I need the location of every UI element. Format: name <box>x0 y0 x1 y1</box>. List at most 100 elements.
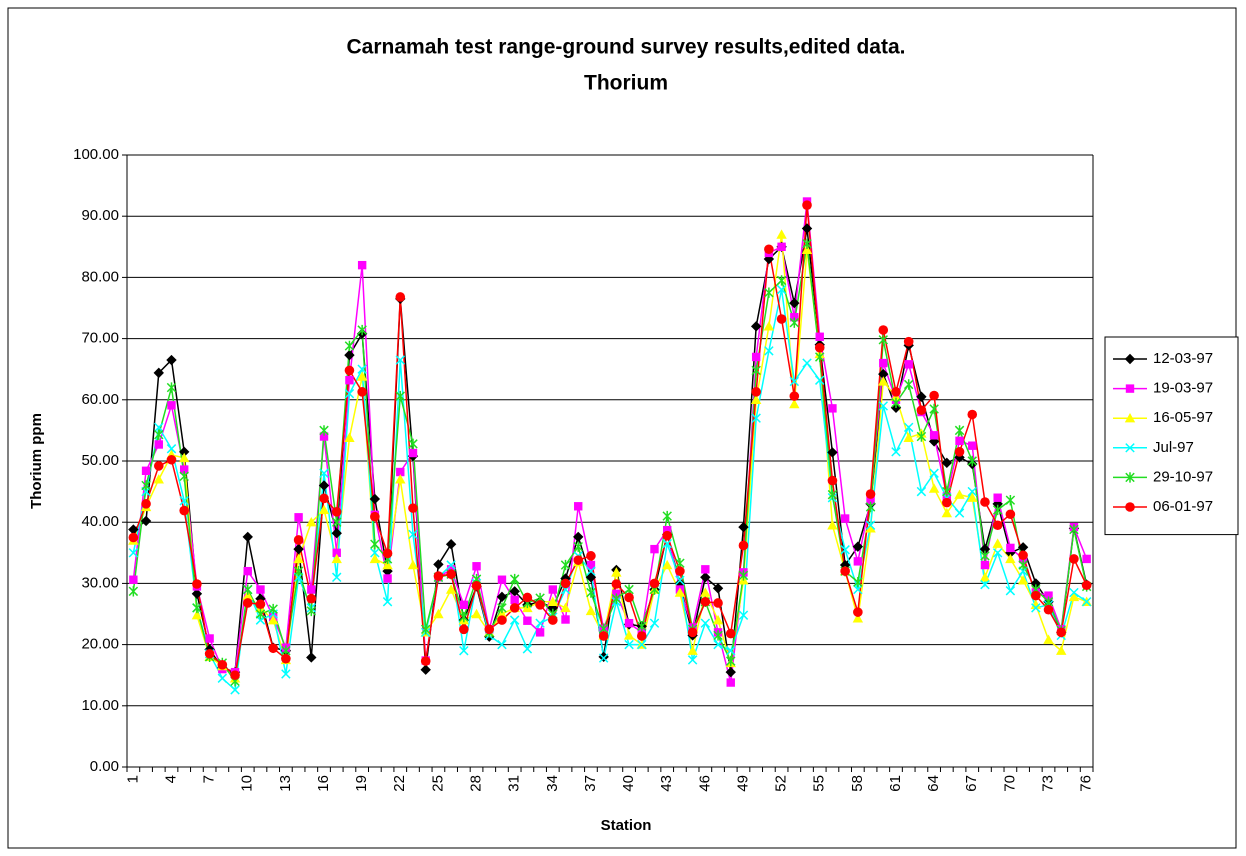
data-point <box>497 575 507 584</box>
data-point <box>968 441 977 450</box>
data-point <box>408 448 418 458</box>
data-point <box>242 531 253 543</box>
y-tick-label: 50.00 <box>81 452 119 469</box>
data-point <box>1043 634 1054 644</box>
data-point <box>243 566 252 576</box>
x-tick-label: 73 <box>1039 775 1056 792</box>
data-point <box>763 321 775 331</box>
data-point <box>967 486 977 497</box>
data-point <box>396 467 405 477</box>
data-point <box>154 422 164 433</box>
data-point <box>1068 591 1080 602</box>
data-point <box>674 578 686 589</box>
data-point <box>687 645 698 655</box>
data-point <box>420 664 431 675</box>
data-point <box>433 559 444 570</box>
data-point <box>1005 494 1016 506</box>
data-point <box>815 332 824 341</box>
data-point <box>128 532 139 543</box>
legend-symbol <box>1125 443 1135 453</box>
data-point <box>560 602 571 613</box>
data-point <box>281 669 291 679</box>
data-point <box>293 535 304 545</box>
data-point <box>548 585 558 594</box>
x-tick-label: 25 <box>429 775 446 792</box>
data-point <box>307 585 316 594</box>
data-point <box>153 367 164 379</box>
data-point <box>395 292 406 302</box>
data-point <box>637 621 647 632</box>
data-point <box>433 608 444 619</box>
data-point <box>408 438 418 450</box>
data-point <box>166 444 177 454</box>
x-tick-label: 40 <box>620 775 637 792</box>
data-point <box>980 497 990 507</box>
data-point <box>954 508 965 518</box>
data-point <box>344 340 355 352</box>
data-point <box>167 401 176 410</box>
data-point <box>153 461 164 471</box>
data-point <box>624 618 634 628</box>
x-tick-label: 61 <box>887 775 904 792</box>
data-point <box>204 648 215 659</box>
data-point <box>332 548 341 557</box>
data-point <box>395 355 406 365</box>
legend-symbol <box>1124 353 1136 365</box>
data-point <box>751 365 761 376</box>
data-point <box>789 391 800 401</box>
data-point <box>750 321 762 332</box>
data-point <box>853 576 863 588</box>
data-point <box>370 548 380 558</box>
data-point <box>840 514 850 523</box>
data-point <box>624 592 634 603</box>
data-point <box>496 591 508 603</box>
data-point <box>255 599 266 610</box>
data-point <box>598 631 609 641</box>
data-point <box>776 275 787 286</box>
data-point <box>293 543 304 555</box>
data-point <box>318 504 330 515</box>
data-point <box>357 387 367 397</box>
data-point <box>801 244 813 255</box>
data-point <box>992 520 1003 531</box>
data-point <box>306 605 317 617</box>
data-point <box>865 523 876 533</box>
data-point <box>1082 554 1091 564</box>
data-point <box>611 567 622 577</box>
legend-label: Jul-97 <box>1153 439 1194 456</box>
legend-label: 16-05-97 <box>1153 409 1213 426</box>
data-point <box>178 446 190 458</box>
data-point <box>1030 599 1042 610</box>
data-point <box>878 325 889 335</box>
data-point <box>789 376 800 387</box>
data-point <box>878 334 889 346</box>
data-point <box>523 616 532 625</box>
data-point <box>459 611 469 623</box>
y-tick-label: 30.00 <box>81 574 119 591</box>
data-point <box>255 608 266 620</box>
data-point <box>903 379 914 390</box>
data-point <box>979 572 991 582</box>
data-point <box>611 579 622 589</box>
x-tick-label: 37 <box>582 775 599 792</box>
data-point <box>1018 550 1028 561</box>
data-point <box>267 614 279 625</box>
data-point <box>929 468 939 478</box>
data-point <box>344 432 355 442</box>
data-point <box>649 618 660 628</box>
series-markers <box>128 200 1092 680</box>
x-tick-label: 52 <box>773 775 790 792</box>
data-point <box>725 628 736 639</box>
data-point <box>459 600 469 610</box>
data-point <box>497 602 507 614</box>
data-point <box>839 559 851 571</box>
legend-label: 29-10-97 <box>1153 468 1213 485</box>
data-point <box>941 507 953 518</box>
data-point <box>255 593 266 604</box>
x-tick-label: 58 <box>849 775 866 792</box>
data-point <box>992 548 1003 558</box>
data-point <box>687 655 698 665</box>
data-point <box>445 584 457 594</box>
